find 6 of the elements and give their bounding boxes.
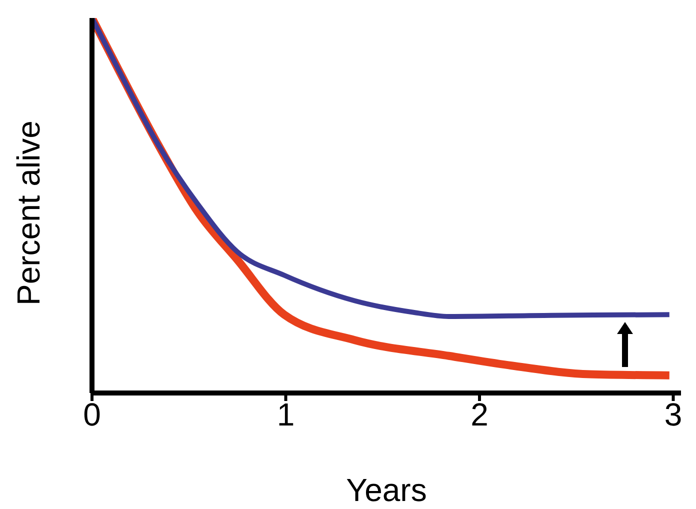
x-tick-label: 0 [83,396,101,433]
x-tick-label: 2 [470,396,488,433]
x-tick-label: 3 [664,396,682,433]
x-axis-title: Years [346,472,427,508]
y-axis-title: Percent alive [10,120,46,306]
x-tick-label: 1 [276,396,295,433]
